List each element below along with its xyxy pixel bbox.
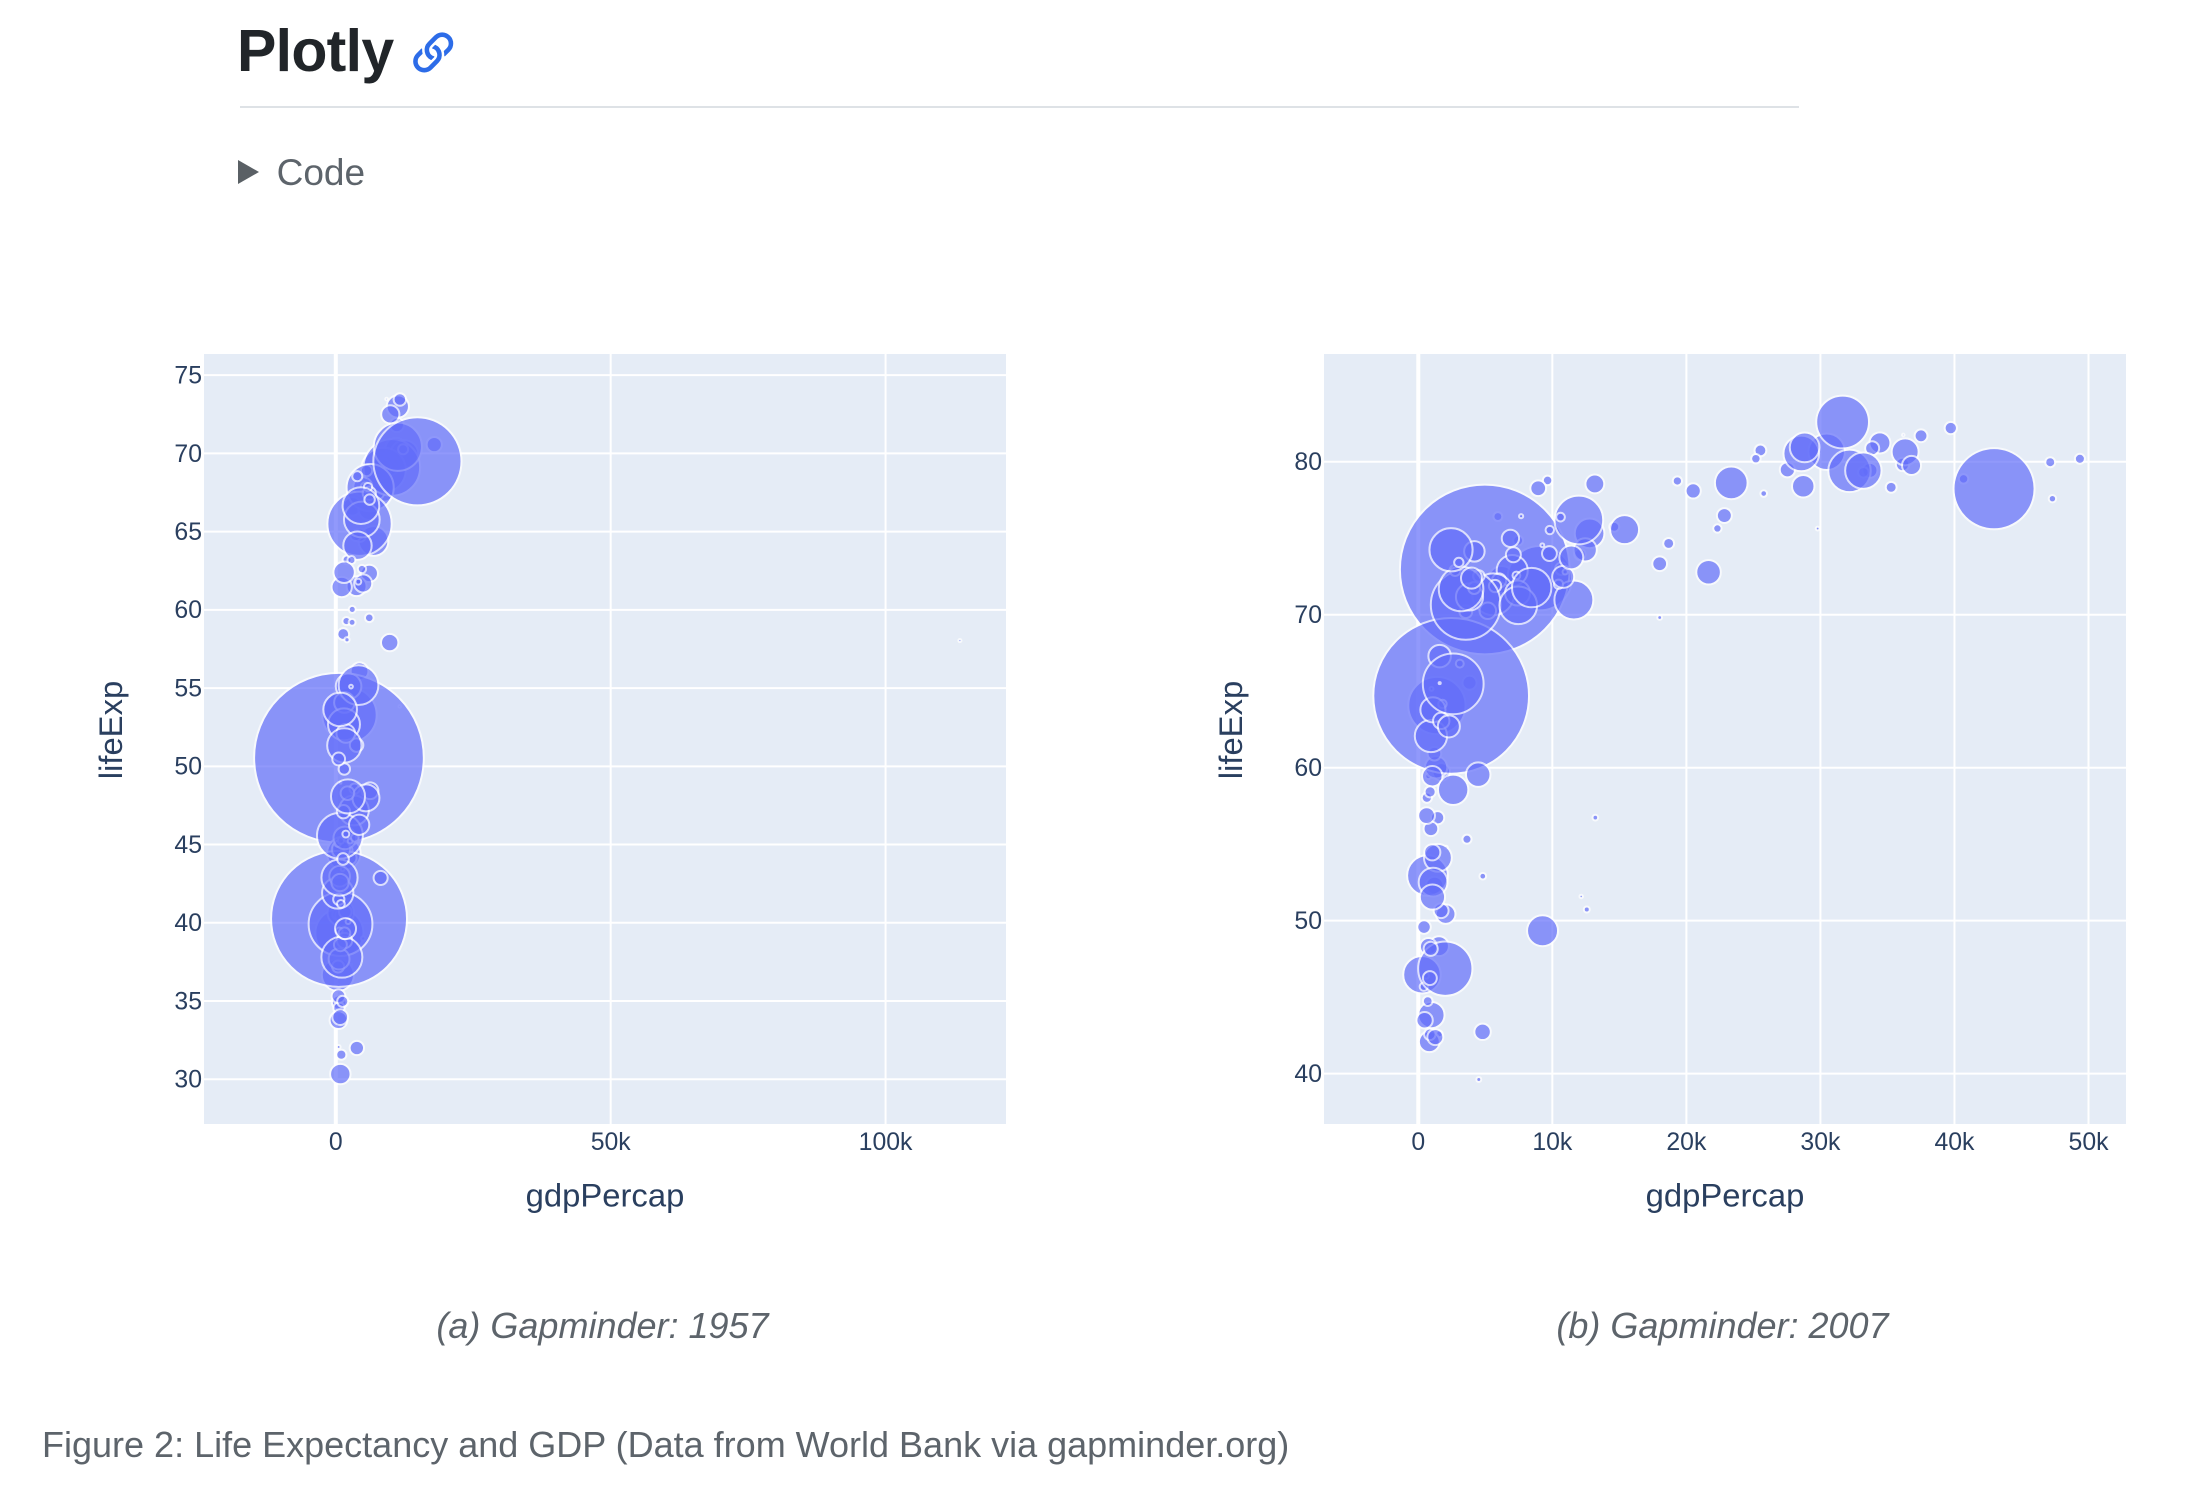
svg-text:40k: 40k [1934,1129,1975,1156]
svg-text:50k: 50k [591,1129,632,1156]
svg-text:0: 0 [1411,1129,1425,1156]
svg-text:0: 0 [329,1129,343,1156]
svg-text:30: 30 [174,1067,202,1094]
svg-text:100k: 100k [859,1129,913,1156]
svg-text:70: 70 [174,441,202,468]
svg-text:60: 60 [174,597,202,624]
svg-text:50: 50 [1294,908,1322,935]
svg-text:70: 70 [1294,602,1322,629]
svg-text:lifeExp: lifeExp [1212,681,1249,779]
svg-text:45: 45 [174,832,202,859]
svg-text:75: 75 [174,363,202,390]
svg-text:50: 50 [174,754,202,781]
svg-text:65: 65 [174,519,202,546]
svg-text:gdpPercap: gdpPercap [526,1177,685,1214]
svg-text:gdpPercap: gdpPercap [1646,1177,1805,1214]
svg-text:30k: 30k [1800,1129,1841,1156]
svg-text:35: 35 [174,988,202,1015]
svg-text:10k: 10k [1532,1129,1573,1156]
svg-text:20k: 20k [1666,1129,1707,1156]
svg-text:40: 40 [174,910,202,937]
svg-text:55: 55 [174,675,202,702]
svg-text:80: 80 [1294,449,1322,476]
svg-text:40: 40 [1294,1061,1322,1088]
svg-text:lifeExp: lifeExp [92,681,129,779]
svg-text:60: 60 [1294,755,1322,782]
svg-text:50k: 50k [2069,1129,2110,1156]
